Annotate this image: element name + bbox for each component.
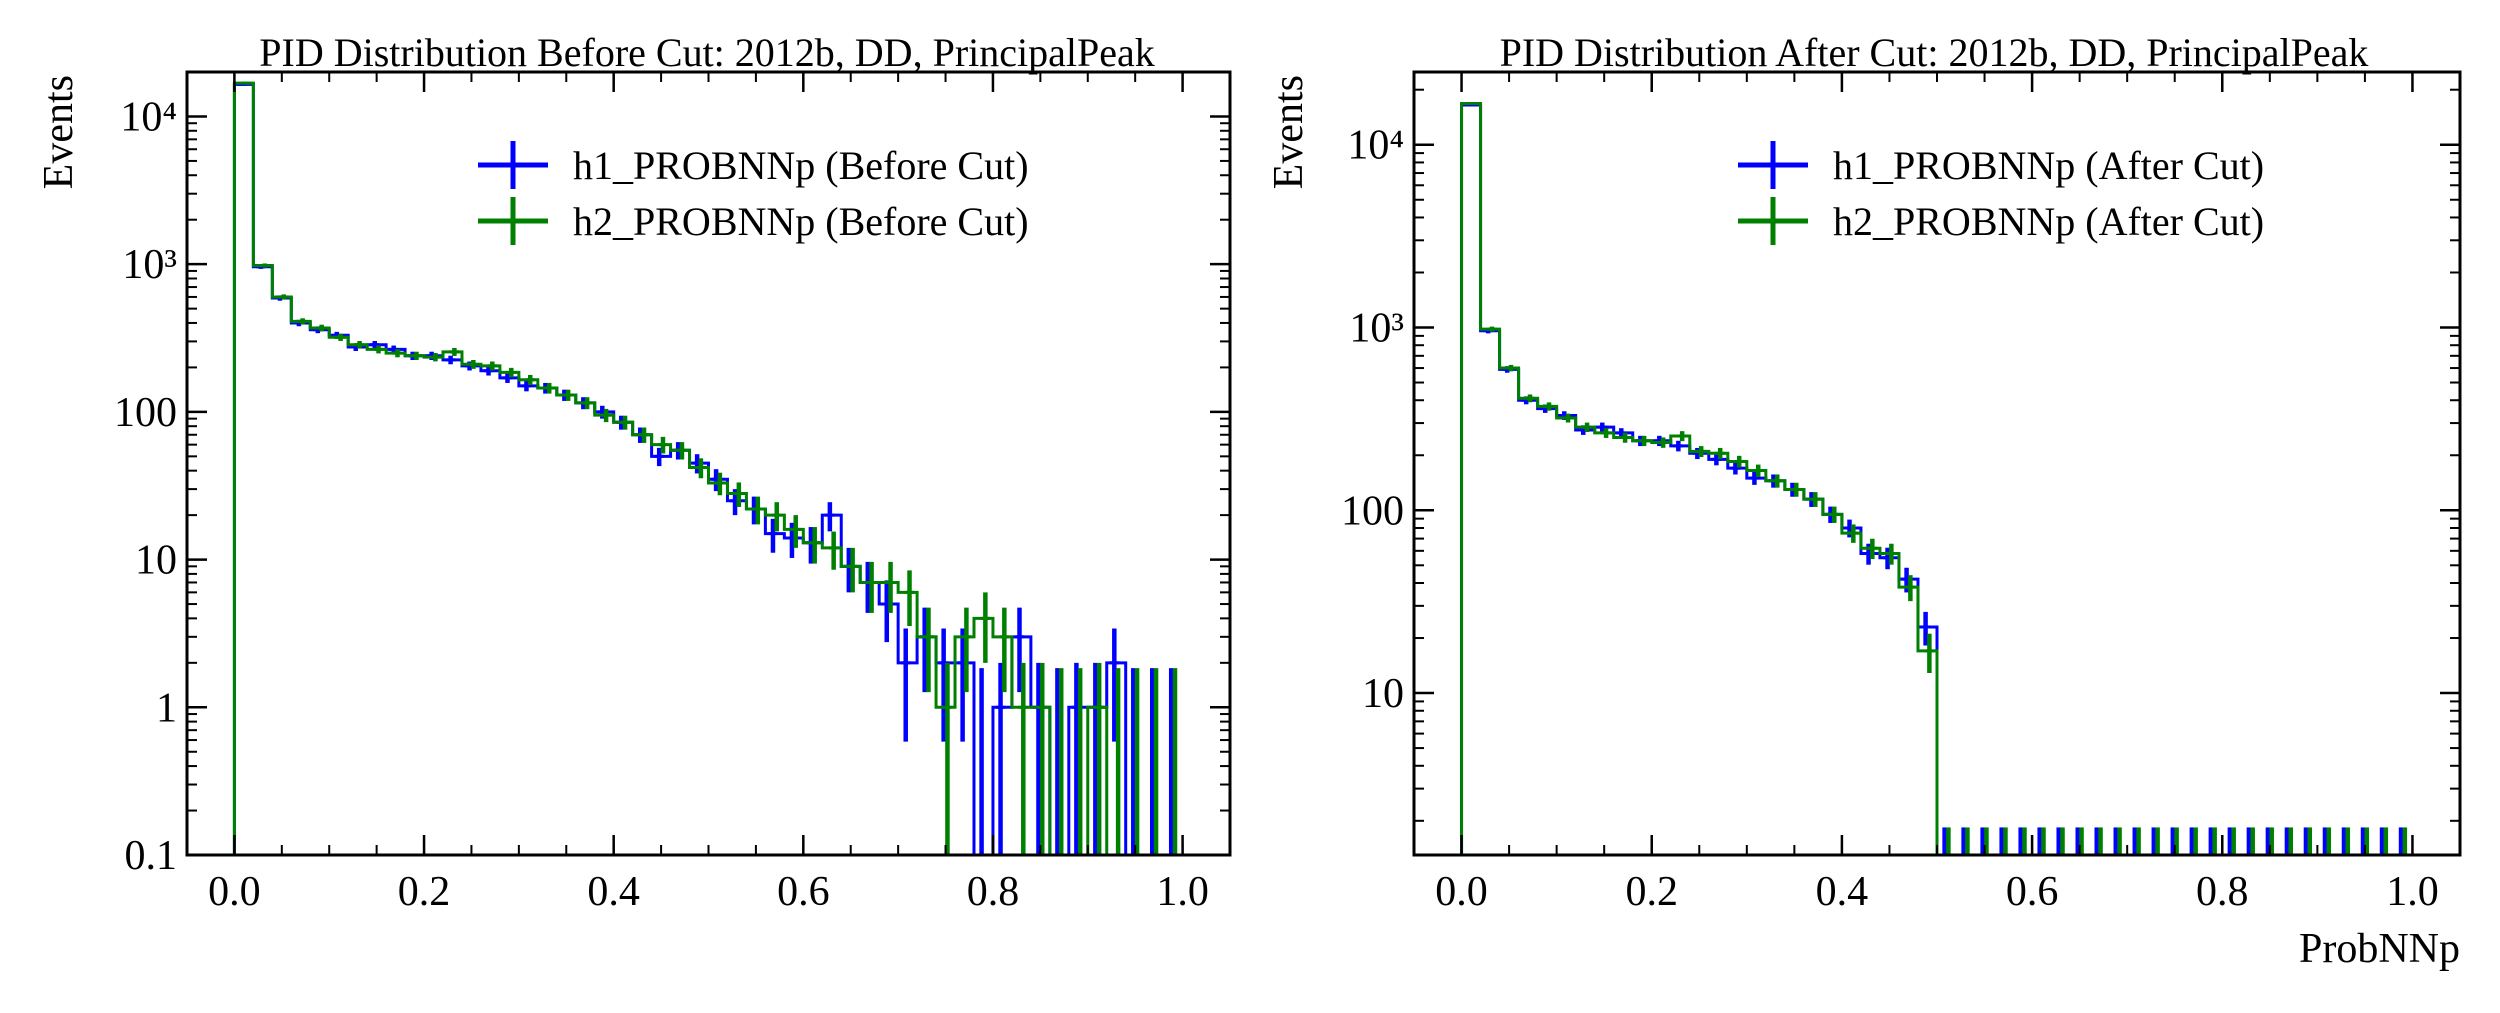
- y-tick-label: 10: [135, 538, 177, 584]
- y-axis-label-after-cut: Events: [1266, 75, 1312, 189]
- y-tick-label: 1: [156, 685, 177, 731]
- x-tick-label: 0.4: [1816, 869, 1869, 915]
- y-axis-label-before-cut: Events: [36, 75, 82, 189]
- panel-after-cut: PID Distribution After Cut: 2012b, DD, P…: [1266, 30, 2462, 972]
- x-tick-label: 1.0: [1156, 869, 1209, 915]
- series-1: [232, 81, 1185, 855]
- x-tick-label: 0.6: [777, 869, 830, 915]
- axes-after-cut: 0.0 0.2 0.4 0.6 0.8 1.0 10 100 10³ 10⁴: [1341, 70, 2462, 915]
- x-tick-label: 0.0: [1435, 869, 1488, 915]
- y-tick-label: 10³: [122, 242, 177, 288]
- chart-title-before-cut: PID Distribution Before Cut: 2012b, DD, …: [259, 30, 1154, 75]
- series-1-histogram-step: [1460, 102, 2414, 855]
- x-tick-label: 0.0: [208, 869, 261, 915]
- x-tick-label: 1.0: [2386, 869, 2439, 915]
- y-tick-label: 100: [1341, 488, 1404, 534]
- legend-after-cut: h1_PROBNNp (After Cut) h2_PROBNNp (After …: [1738, 141, 2264, 245]
- y-tick-label: 10³: [1349, 306, 1404, 352]
- legend-label: h1_PROBNNp (After Cut): [1833, 143, 2264, 188]
- x-tick-label: 0.4: [587, 869, 640, 915]
- x-tick-label: 0.8: [967, 869, 1020, 915]
- y-tick-label: 10⁴: [120, 94, 177, 140]
- x-tick-label: 0.8: [2196, 869, 2249, 915]
- plot-area: [232, 81, 1185, 855]
- panel-before-cut: PID Distribution Before Cut: 2012b, DD, …: [36, 30, 1232, 915]
- x-tick-label: 0.2: [398, 869, 451, 915]
- y-tick-label: 100: [114, 390, 177, 436]
- y-tick-label: 0.1: [125, 833, 178, 879]
- x-tick-label: 0.6: [2006, 869, 2059, 915]
- y-tick-label: 10: [1362, 671, 1404, 717]
- legend-label: h1_PROBNNp (Before Cut): [573, 143, 1029, 188]
- legend-label: h2_PROBNNp (Before Cut): [573, 199, 1029, 244]
- x-axis-label-after-cut: ProbNNp: [2299, 926, 2460, 972]
- axes-before-cut: 0.0 0.2 0.4 0.6 0.8 1.0 0.1 1 10 100 10³ 10⁴: [114, 70, 1232, 915]
- chart-title-after-cut: PID Distribution After Cut: 2012b, DD, P…: [1500, 30, 2369, 75]
- legend-label: h2_PROBNNp (After Cut): [1833, 199, 2264, 244]
- legend-before-cut: h1_PROBNNp (Before Cut) h2_PROBNNp (Befor…: [478, 141, 1029, 245]
- x-tick-label: 0.2: [1625, 869, 1678, 915]
- plot-content-before-cut: [232, 81, 1185, 855]
- y-tick-label: 10⁴: [1347, 123, 1404, 169]
